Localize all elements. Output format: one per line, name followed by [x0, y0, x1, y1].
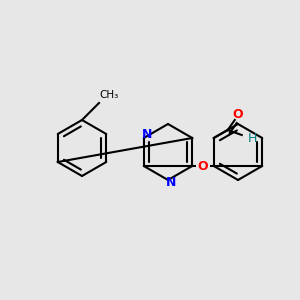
Text: H: H — [248, 131, 257, 145]
Text: N: N — [166, 176, 176, 190]
Text: N: N — [142, 128, 152, 142]
Text: O: O — [232, 109, 243, 122]
Text: O: O — [198, 160, 208, 172]
Text: CH₃: CH₃ — [99, 90, 118, 100]
